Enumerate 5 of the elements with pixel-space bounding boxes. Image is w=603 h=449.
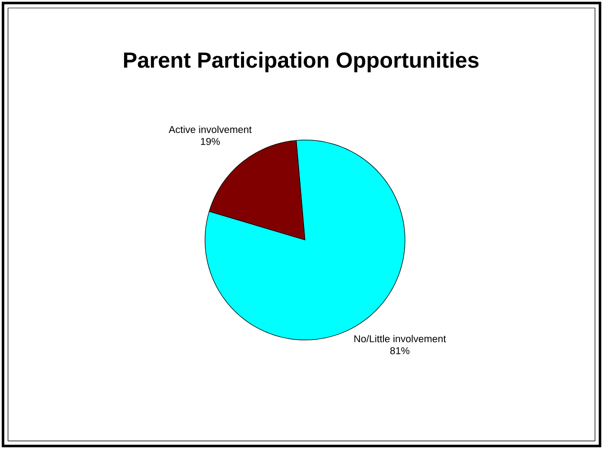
chart-title: Parent Participation Opportunities <box>124 52 479 72</box>
slice-label: No/Little involvement <box>354 334 446 342</box>
data-label: 19% <box>201 138 220 145</box>
data-label: 81% <box>390 347 410 354</box>
slice-label: Active involvement <box>168 126 252 134</box>
